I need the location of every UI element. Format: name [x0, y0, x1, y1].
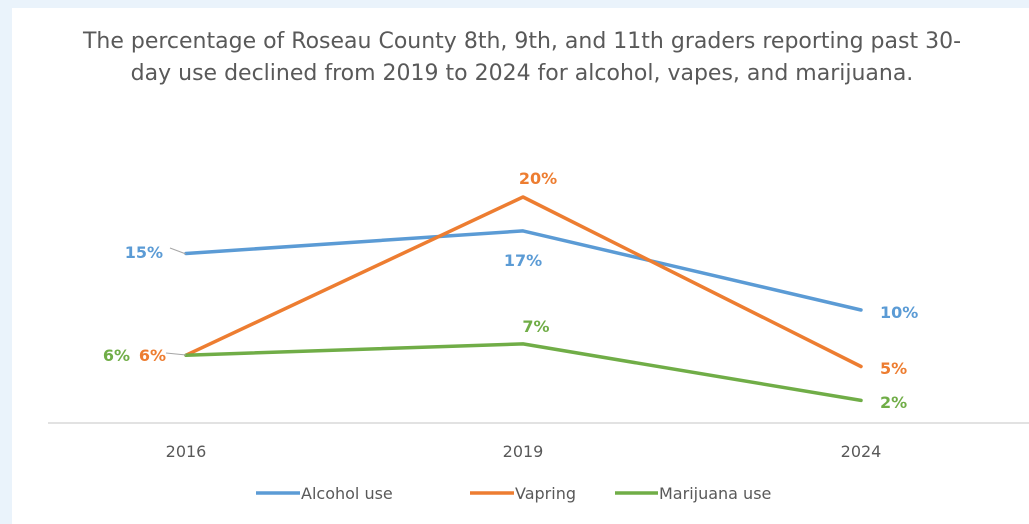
x-tick-label: 2024: [841, 442, 882, 461]
chart-title: The percentage of Roseau County 8th, 9th…: [82, 29, 962, 86]
data-label: 17%: [504, 251, 542, 270]
data-label: 15%: [125, 243, 163, 262]
leader-line: [169, 247, 187, 255]
data-label: 5%: [880, 359, 907, 378]
legend-label: Vapring: [515, 484, 576, 503]
x-tick-label: 2019: [503, 442, 544, 461]
series-line: [184, 229, 863, 312]
data-label: 7%: [522, 317, 549, 336]
leader-line: [165, 352, 187, 356]
legend-label: Alcohol use: [301, 484, 393, 503]
x-tick-label: 2016: [166, 442, 207, 461]
data-label: 2%: [880, 393, 907, 412]
data-label: 6%: [103, 346, 130, 365]
series-line: [184, 342, 863, 403]
data-label: 6%: [139, 346, 166, 365]
series-line: [184, 195, 863, 369]
data-label: 20%: [519, 169, 557, 188]
legend-label: Marijuana use: [659, 484, 771, 503]
chart-frame: The percentage of Roseau County 8th, 9th…: [12, 8, 1029, 524]
data-label: 10%: [880, 303, 918, 322]
